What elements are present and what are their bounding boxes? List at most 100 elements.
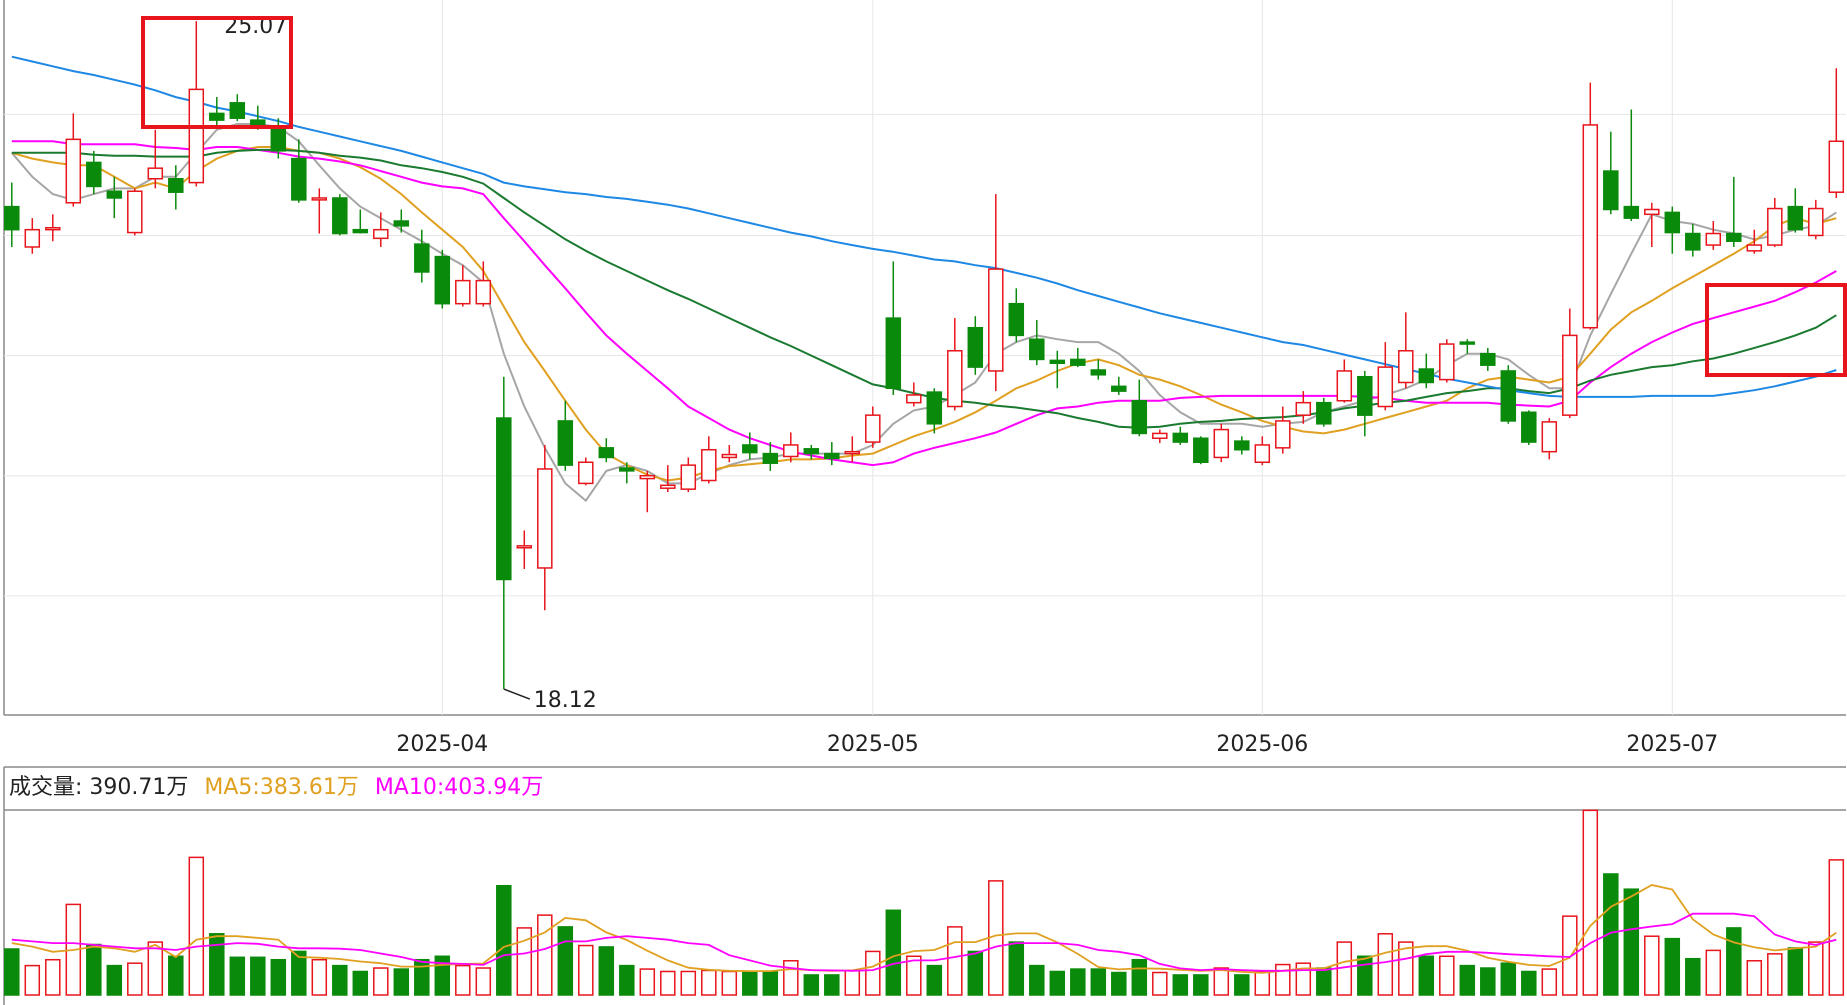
volume-bar <box>1480 967 1496 996</box>
candle-body <box>1008 302 1025 337</box>
candle-body <box>311 197 328 201</box>
candle-body <box>1644 208 1660 216</box>
candle-body <box>45 227 61 231</box>
volume-bar <box>1808 941 1824 996</box>
volume-ma-line <box>11 912 1837 972</box>
x-tick-label: 2025-04 <box>396 732 488 757</box>
volume-bar <box>1439 955 1455 996</box>
volume-bar <box>926 964 943 996</box>
volume-bar <box>1316 967 1332 996</box>
volume-bar <box>721 970 738 996</box>
candle-body <box>578 461 594 485</box>
candle-body <box>1316 401 1332 425</box>
volume-bar <box>270 958 287 996</box>
candle-body <box>926 391 943 425</box>
volume-bar <box>865 950 881 996</box>
candle-body <box>1111 385 1127 392</box>
volume-bar <box>127 962 143 996</box>
candle-body <box>1459 341 1476 345</box>
candle-body <box>270 126 287 152</box>
volume-bar <box>332 964 348 996</box>
candle-body <box>373 228 389 240</box>
candle-body <box>1705 232 1722 246</box>
volume-bar <box>537 914 553 996</box>
volume-bar <box>352 970 369 996</box>
candle-body <box>988 268 1004 372</box>
candle-body <box>455 279 471 305</box>
volume-bar <box>1008 941 1025 996</box>
volume-bar <box>1828 859 1845 996</box>
candle-body <box>660 484 676 489</box>
volume-bar <box>967 950 984 996</box>
volume-bar <box>311 958 328 996</box>
candle-body <box>250 119 266 126</box>
x-tick-label: 2025-06 <box>1216 732 1308 757</box>
candle-body <box>65 138 82 204</box>
candle-body <box>906 394 922 404</box>
candle-body <box>475 279 492 305</box>
candle-body <box>537 468 553 569</box>
candle-body <box>598 447 615 459</box>
candle-body <box>147 167 164 180</box>
candle-body <box>434 255 451 305</box>
candle-body <box>947 350 963 408</box>
volume-bar <box>4 948 20 996</box>
volume-bar <box>1623 888 1640 996</box>
volume-bar <box>455 964 471 996</box>
candle-body <box>742 444 758 454</box>
candle-body <box>168 178 184 193</box>
candle-body <box>414 243 430 273</box>
candle-body <box>824 452 840 460</box>
volume-bar <box>1029 964 1045 996</box>
highlight-box <box>141 16 293 129</box>
candle-body <box>1541 421 1558 453</box>
candle-body <box>1295 401 1312 416</box>
volume-bar <box>1131 958 1148 996</box>
candle-body <box>1172 432 1189 443</box>
candle-body <box>1377 366 1394 408</box>
legend-entry: MA5:383.61万 <box>204 775 358 800</box>
volume-bar <box>496 884 512 996</box>
candle-body <box>1582 124 1599 329</box>
volume-bar <box>373 967 389 996</box>
volume-bar <box>1767 953 1783 996</box>
candle-body <box>1562 334 1578 416</box>
volume-bar <box>660 970 676 996</box>
candle-body <box>1418 368 1435 384</box>
candle-body <box>1623 205 1640 219</box>
volume-bar <box>598 946 615 996</box>
volume-bar <box>106 964 123 996</box>
volume-bar <box>1049 970 1066 996</box>
candle-body <box>1767 207 1783 246</box>
volume-bar <box>1582 809 1599 996</box>
ma-line <box>11 55 1837 398</box>
volume-bar <box>45 958 61 996</box>
candle-body <box>1726 232 1742 242</box>
candle-body <box>1521 411 1537 443</box>
candle-body <box>24 228 41 248</box>
candle-body <box>680 464 697 490</box>
volume-panel: 成交量: 390.71万 MA5:383.61万 MA10:403.94万 <box>3 766 1846 1005</box>
candle-body <box>229 102 246 119</box>
volume-bar <box>1644 935 1660 996</box>
candle-body <box>1603 170 1619 211</box>
x-tick-label: 2025-05 <box>827 732 919 757</box>
volume-bar <box>1377 933 1394 996</box>
candle-body <box>885 317 902 390</box>
candle-body <box>557 420 574 466</box>
volume-bar <box>701 969 717 996</box>
candle-body <box>967 326 984 368</box>
candle-body <box>188 88 205 184</box>
volume-bar <box>1459 964 1476 996</box>
candle-body <box>86 161 102 188</box>
candle-body <box>1049 359 1066 365</box>
volume-bar <box>578 944 594 996</box>
candle-body <box>1275 420 1291 449</box>
volume-bar <box>844 969 861 996</box>
volume-bar <box>229 956 246 996</box>
candle-body <box>783 444 799 458</box>
volume-bar <box>1685 957 1701 996</box>
volume-bar <box>906 955 922 996</box>
